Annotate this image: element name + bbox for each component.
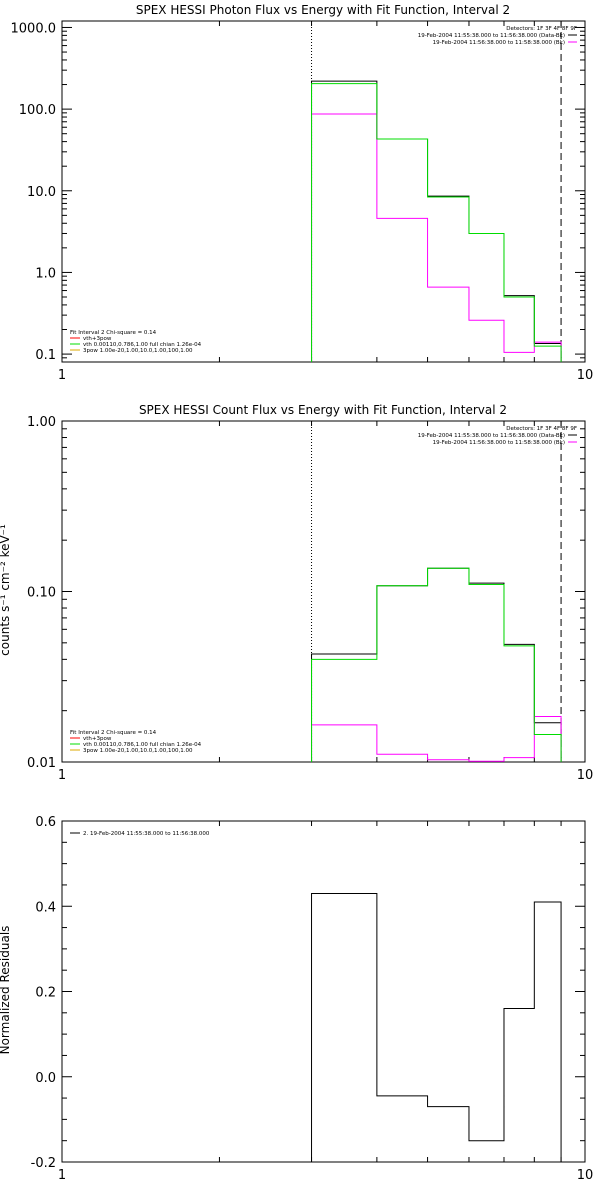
count-flux-fit-legend-header: Fit Interval 2 Chi-square = 0.14 (70, 730, 157, 736)
photon-flux-x-tick-label: 10 (577, 368, 594, 383)
photon-flux-y-tick-label: 0.1 (35, 348, 56, 363)
count-flux-x-tick-label: 10 (577, 768, 594, 783)
residuals-y-tick-label: 0.6 (35, 815, 56, 830)
photon-flux-series-2-step (311, 83, 562, 362)
photon-flux-legend-entry-label: 19-Feb-2004 11:56:38.000 to 11:58:38.000… (433, 40, 565, 46)
photon-flux-y-tick-label: 1000.0 (11, 21, 57, 36)
count-flux-legend-entry-label: 19-Feb-2004 11:56:38.000 to 11:58:38.000… (433, 440, 565, 446)
count-flux-x-tick-label: 1 (58, 768, 66, 783)
residuals-legend-entry-label: 2. 19-Feb-2004 11:55:38.000 to 11:56:38.… (83, 831, 210, 837)
count-flux-y-tick-label: 1.00 (27, 415, 56, 430)
residuals-x-tick-label: 10 (577, 1168, 594, 1183)
count-flux-legend-detectors: Detectors: 1F 3F 4F 8F 9F (506, 426, 577, 432)
count-flux-y-axis-label: counts s⁻¹ cm⁻² keV⁻¹ (0, 524, 12, 656)
photon-flux-x-tick-label: 1 (58, 368, 66, 383)
photon-flux-fit-legend-label: 3pow 1.00e-20,1.00,10.0,1.00,100,1.00 (83, 348, 193, 354)
photon-flux-legend-detectors: Detectors: 1F 3F 4F 8F 9F (506, 26, 577, 32)
count-flux-title: SPEX HESSI Count Flux vs Energy with Fit… (139, 403, 507, 417)
count-flux-panel: SPEX HESSI Count Flux vs Energy with Fit… (0, 403, 593, 783)
residuals-x-tick-label: 1 (58, 1168, 66, 1183)
residuals-panel: Normalized Residuals 1 10 -0.2 0.0 0.2 0.4 0.6… (0, 815, 593, 1183)
photon-flux-fit-legend-label: vth 0.00110,0.786,1.00 full chian 1.26e-… (83, 342, 202, 348)
residuals-plot-frame (61, 820, 586, 1163)
residuals-y-axis-label: Normalized Residuals (0, 926, 12, 1055)
count-flux-plot-frame (61, 420, 586, 763)
photon-flux-y-tick-label: 100.0 (19, 103, 56, 118)
residuals-y-tick-label: 0.4 (35, 900, 56, 915)
photon-flux-y-tick-label: 10.0 (27, 185, 56, 200)
count-flux-y-tick-label: 0.10 (27, 586, 56, 601)
count-flux-fit-legend-label: vth 0.00110,0.786,1.00 full chian 1.26e-… (83, 742, 202, 748)
residuals-y-tick-label: -0.2 (31, 1156, 56, 1171)
count-flux-series-2-step (311, 567, 562, 762)
photon-flux-series-0-step (311, 80, 562, 362)
residuals-y-tick-label: 0.2 (35, 986, 56, 1001)
count-flux-fit-legend-label: 3pow 1.00e-20,1.00,10.0,1.00,100,1.00 (83, 748, 193, 754)
photon-flux-fit-legend-header: Fit Interval 2 Chi-square = 0.14 (70, 330, 157, 336)
photon-flux-panel: SPEX HESSI Photon Flux vs Energy with Fi… (11, 3, 594, 383)
residuals-y-tick-label: 0.0 (35, 1071, 56, 1086)
photon-flux-series-1-step (311, 113, 562, 362)
residuals-series-0-step (311, 892, 562, 1162)
count-flux-series-1-step (311, 715, 562, 762)
count-flux-legend-entry-label: 19-Feb-2004 11:55:38.000 to 11:56:38.000… (418, 433, 565, 439)
photon-flux-fit-legend-label: vth+3pow (83, 336, 112, 342)
photon-flux-plot-frame (61, 20, 586, 363)
photon-flux-title: SPEX HESSI Photon Flux vs Energy with Fi… (136, 3, 510, 17)
photon-flux-y-tick-label: 1.0 (35, 266, 56, 281)
photon-flux-legend-entry-label: 19-Feb-2004 11:55:38.000 to 11:56:38.000… (418, 33, 565, 39)
count-flux-y-tick-label: 0.01 (27, 756, 56, 771)
count-flux-fit-legend-label: vth+3pow (83, 736, 112, 742)
count-flux-series-0-step (311, 567, 562, 762)
